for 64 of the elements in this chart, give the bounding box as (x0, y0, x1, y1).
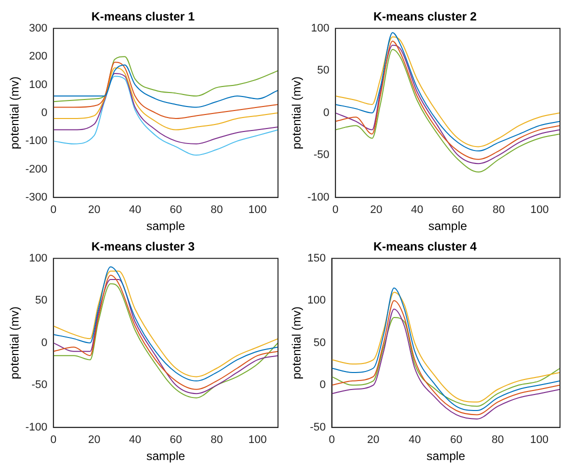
x-tick-label: 40 (128, 434, 142, 446)
x-tick-label: 100 (530, 204, 549, 216)
y-tick-label: 50 (317, 64, 330, 77)
y-tick-label: 0 (41, 336, 48, 349)
x-tick-label: 80 (492, 204, 505, 216)
x-tick-label: 0 (50, 434, 56, 446)
chart-title: K-means cluster 1 (91, 10, 196, 24)
x-tick-label: 20 (88, 434, 100, 446)
x-tick-label: 100 (248, 204, 267, 216)
chart-title: K-means cluster 3 (91, 240, 196, 254)
x-tick-label: 80 (210, 434, 223, 446)
x-tick-label: 40 (408, 434, 421, 446)
y-tick-label: -50 (32, 379, 48, 392)
x-tick-label: 60 (170, 204, 182, 216)
y-axis-title: potential (mv) (8, 76, 22, 150)
chart-title: K-means cluster 2 (373, 10, 478, 24)
x-tick-label: 100 (248, 434, 267, 446)
x-axis-title: sample (426, 449, 466, 464)
x-tick-label: 20 (88, 204, 100, 216)
x-axis-title: sample (146, 219, 186, 234)
y-tick-label: -100 (307, 191, 330, 204)
line-series (53, 67, 278, 130)
line-series (332, 317, 560, 407)
y-tick-label: 100 (307, 294, 326, 307)
x-tick-label: 60 (450, 434, 462, 446)
x-tick-label: 20 (370, 204, 382, 216)
y-tick-label: 0 (41, 106, 48, 119)
x-tick-label: 20 (367, 434, 380, 446)
y-tick-label: 200 (29, 50, 48, 63)
y-tick-label: 150 (307, 252, 326, 264)
line-series (53, 62, 278, 120)
x-tick-label: 80 (492, 434, 504, 446)
y-axis-title: potential (mv) (290, 306, 304, 380)
x-tick-label: 80 (210, 204, 223, 216)
y-tick-label: 0 (320, 379, 326, 392)
x-tick-label: 0 (50, 204, 56, 216)
y-tick-label: 300 (29, 22, 48, 34)
x-axis-title: sample (428, 219, 468, 234)
y-tick-label: 100 (29, 252, 48, 264)
line-series (53, 56, 278, 102)
y-tick-label: 0 (323, 106, 330, 119)
y-tick-label: 50 (314, 336, 326, 349)
x-tick-label: 60 (170, 434, 182, 446)
x-axis-title: sample (146, 449, 186, 464)
x-tick-label: 60 (452, 204, 464, 216)
line-series (53, 64, 278, 108)
x-tick-label: 40 (128, 204, 142, 216)
y-tick-label: -50 (310, 421, 326, 434)
y-tick-label: 100 (311, 22, 330, 34)
y-tick-label: -200 (25, 163, 48, 176)
x-tick-label: 40 (410, 204, 424, 216)
y-axis-title: potential (mv) (8, 306, 22, 380)
line-series (53, 72, 278, 144)
x-tick-label: 100 (530, 434, 548, 446)
chart-title: K-means cluster 4 (373, 240, 478, 254)
y-tick-label: -50 (314, 149, 330, 162)
y-tick-label: 50 (35, 294, 48, 307)
x-tick-label: 0 (332, 204, 338, 216)
line-series (53, 76, 278, 156)
y-axis-title: potential (mv) (290, 76, 304, 150)
y-tick-label: -300 (25, 191, 48, 204)
y-tick-label: 100 (29, 78, 48, 91)
y-tick-label: -100 (25, 135, 48, 148)
y-tick-label: -100 (25, 421, 48, 434)
